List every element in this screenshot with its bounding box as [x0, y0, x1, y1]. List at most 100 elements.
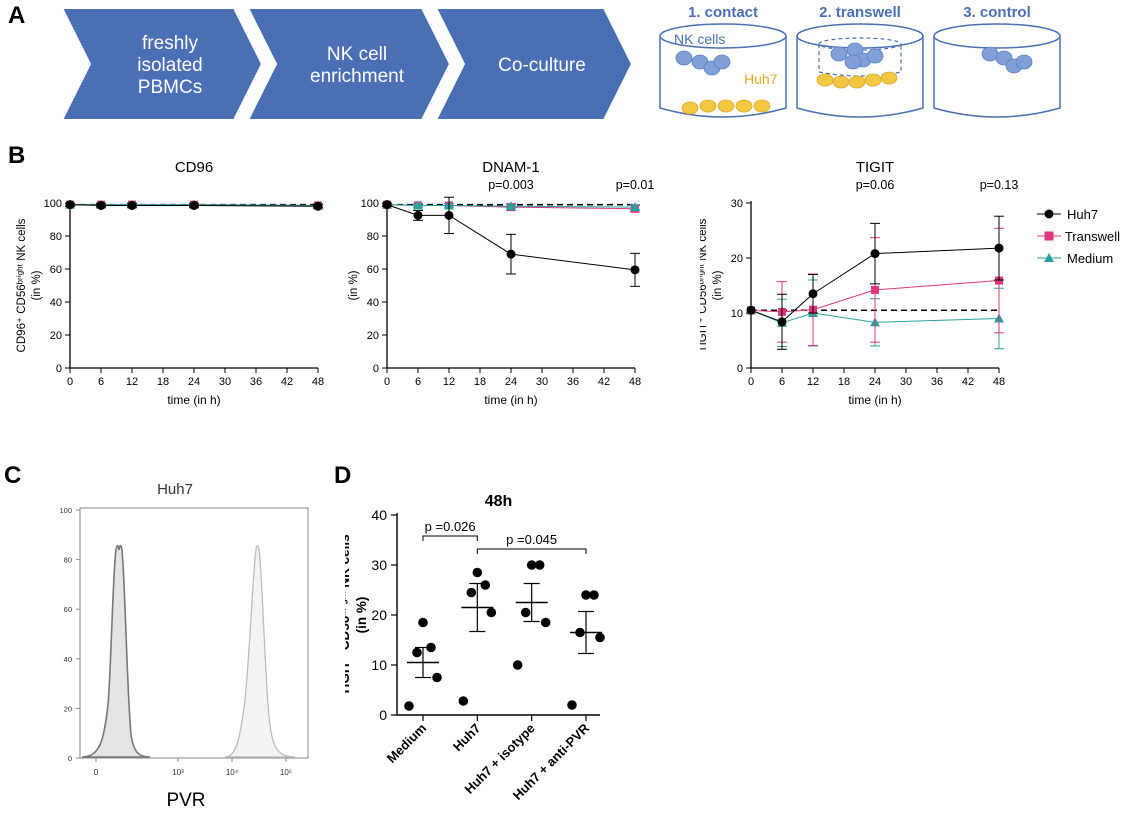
workflow-step-arrow — [434, 7, 634, 121]
x-tick-label: 18 — [838, 376, 850, 388]
x-tick-label: 12 — [126, 376, 138, 388]
huh7-cell — [717, 99, 735, 113]
significance-p-value: p =0.026 — [425, 519, 476, 534]
x-tick-label: 42 — [598, 376, 610, 388]
legend-marker-medium — [1037, 253, 1061, 262]
x-axis-label: time (in h) — [848, 393, 901, 407]
dish-rim — [659, 23, 787, 49]
histogram-frame — [79, 507, 309, 759]
data-point — [486, 607, 497, 618]
data-point — [480, 580, 491, 590]
histogram-y-tick-label: 0 — [68, 754, 72, 763]
point-huh7 — [994, 243, 1004, 253]
point-huh7 — [313, 201, 323, 211]
y-axis-label: CD96⁺ CD56ᵇʳⁱᵍʰᵗ NK cells (in %) — [15, 218, 43, 352]
x-tick-label: 24 — [505, 376, 517, 388]
x-tick-label: 36 — [250, 376, 262, 388]
chart-title: CD96 — [175, 159, 213, 176]
x-tick-label: 12 — [443, 376, 455, 388]
workflow-step-label: Co-culture — [498, 55, 586, 76]
y-tick-label: 10 — [731, 308, 743, 320]
data-point — [534, 560, 545, 570]
workflow-step-arrow — [60, 7, 264, 121]
workflow-step-label: freshly isolated PBMCs — [137, 33, 203, 98]
y-tick-label: 30 — [371, 557, 387, 573]
y-tick-label: 100 — [44, 198, 62, 210]
point-huh7 — [127, 200, 137, 210]
chart-title: TIGIT — [856, 159, 894, 176]
point-huh7 — [413, 210, 423, 220]
point-huh7 — [189, 200, 199, 210]
histogram-y-tick-label: 100 — [59, 506, 72, 515]
x-tick-label: 12 — [807, 376, 819, 388]
dish-rim — [933, 23, 1061, 49]
chart-title: DNAM-1 — [482, 159, 540, 176]
x-tick-label: 24 — [188, 376, 200, 388]
nk-cell — [981, 46, 999, 62]
point-huh7 — [630, 265, 640, 275]
huh7-cell — [753, 99, 771, 113]
p-value-label: p=0.06 — [856, 178, 895, 192]
x-tick-label: 30 — [536, 376, 548, 388]
x-tick-label: Medium — [384, 721, 429, 766]
x-tick-label: 42 — [281, 376, 293, 388]
data-point — [412, 647, 422, 658]
histogram-x-tick-label: 0 — [94, 768, 99, 777]
y-tick-label: 20 — [371, 607, 387, 623]
histogram-title: Huh7 — [157, 481, 193, 498]
x-tick-label: 0 — [748, 376, 754, 388]
workflow-step-arrow — [246, 7, 452, 121]
p-value-label: p=0.003 — [488, 178, 534, 192]
point-huh7 — [746, 305, 756, 315]
histogram-x-tick-label: 10⁴ — [226, 768, 239, 777]
histogram-y-tick-label: 80 — [64, 556, 72, 565]
significance-p-value: p =0.045 — [506, 532, 557, 547]
pvr-histogram: Huh7 0 20 40 60 80 100 0 10³ 10⁴ 10⁵ PVR — [59, 481, 309, 810]
y-tick-label: 80 — [367, 231, 379, 243]
data-point — [567, 700, 577, 710]
panel-label-a: A — [8, 2, 26, 29]
x-tick-label: 18 — [474, 376, 486, 388]
significance-bracket — [422, 535, 478, 541]
x-axis-label: time (in h) — [484, 393, 537, 407]
x-tick-label: Huh7 — [450, 721, 484, 755]
x-tick-label: 30 — [219, 376, 231, 388]
y-tick-label: 20 — [731, 253, 743, 265]
y-tick-label: 0 — [373, 363, 379, 375]
point-transwell — [871, 285, 879, 294]
nk-cell — [844, 54, 862, 70]
y-axis-label: DNAM-1⁺ CD56ᵇʳⁱᵍʰᵗ NK cells(in %) — [345, 211, 360, 360]
x-tick-label: 48 — [993, 376, 1005, 388]
y-tick-label: 40 — [50, 297, 62, 309]
data-point — [432, 672, 442, 683]
x-tick-label: 6 — [98, 376, 104, 388]
data-point — [458, 696, 469, 706]
point-huh7 — [65, 200, 75, 210]
data-point — [512, 660, 523, 670]
data-point — [404, 701, 414, 711]
point-transwell — [995, 276, 1003, 285]
histogram-y-tick-label: 40 — [64, 655, 72, 664]
significance-bracket — [476, 548, 587, 554]
point-huh7 — [506, 249, 516, 259]
y-tick-label: 100 — [361, 198, 379, 210]
huh7-cell — [699, 99, 717, 113]
histogram-x-label: PVR — [166, 790, 205, 810]
histogram-y-tick-label: 60 — [64, 605, 72, 614]
nk-cell — [713, 54, 731, 70]
nk-cell — [830, 46, 848, 62]
point-huh7 — [808, 289, 818, 299]
point-huh7 — [777, 317, 787, 327]
point-huh7 — [382, 200, 392, 210]
tigit-chart: TIGIT 0 10 20 30 0 6 12 18 24 30 36 42 48 time (in h) T… — [700, 159, 1018, 407]
huh7-cell — [735, 99, 753, 113]
dish-title: 2. transwell — [819, 4, 901, 21]
x-axis-label: time (in h) — [167, 393, 220, 407]
y-tick-label: 20 — [367, 330, 379, 342]
workflow-diagram: freshly isolated PBMCs NK cell enrichment Co-… — [60, 4, 1061, 121]
legend-label-medium: Medium — [1067, 250, 1114, 266]
huh7-cell — [880, 71, 898, 85]
x-tick-label: 18 — [157, 376, 169, 388]
data-point — [595, 632, 605, 643]
